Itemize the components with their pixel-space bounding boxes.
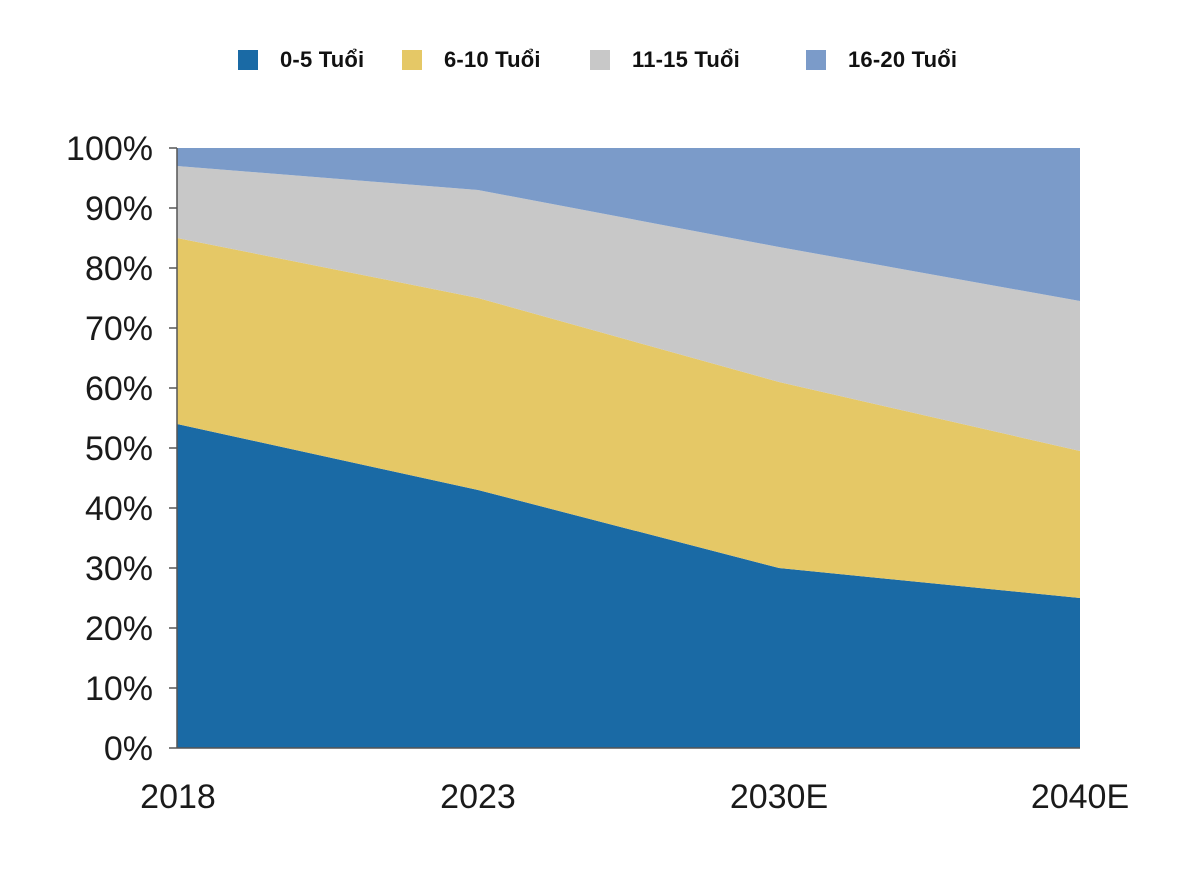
y-tick-label: 80% — [85, 250, 153, 288]
legend-item-11-15: 11-15 Tuổi — [590, 40, 740, 80]
x-tick-label: 2030E — [730, 778, 828, 816]
legend-item-0-5: 0-5 Tuổi — [238, 40, 364, 80]
legend-label-16-20: 16-20 Tuổi — [848, 47, 958, 72]
legend-swatch-6-10 — [402, 50, 422, 70]
y-tick-label: 30% — [85, 550, 153, 588]
area-series-11-15 — [177, 166, 1080, 451]
legend-item-6-10: 6-10 Tuổi — [402, 40, 541, 80]
y-tick-label: 60% — [85, 370, 153, 408]
y-axis-tick-labels: 0% 10% 20% 30% 40% 50% 60% 70% 80% 90% 100% — [66, 130, 153, 768]
y-tick-label: 50% — [85, 430, 153, 468]
legend-swatch-0-5 — [238, 50, 258, 70]
x-tick-label: 2040E — [1031, 778, 1129, 816]
legend-label-0-5: 0-5 Tuổi — [280, 47, 365, 72]
area-series-16-20 — [177, 148, 1080, 301]
legend-swatch-16-20 — [806, 50, 826, 70]
y-tick-label: 90% — [85, 190, 153, 228]
legend-item-16-20: 16-20 Tuổi — [806, 40, 957, 80]
area-series-0-5 — [177, 424, 1080, 748]
area-series-6-10 — [177, 238, 1080, 598]
chart-legend: 0-5 Tuổi 6-10 Tuổi 11-15 Tuổi 16-20 Tuổi — [0, 40, 1200, 80]
x-tick-label: 2018 — [140, 778, 216, 816]
y-tick-label: 100% — [66, 130, 153, 168]
legend-label-6-10: 6-10 Tuổi — [444, 47, 541, 72]
y-tick-label: 10% — [85, 670, 153, 708]
axes — [169, 147, 1080, 749]
y-tick-label: 0% — [104, 730, 153, 768]
x-axis-tick-labels: 2018 2023 2030E 2040E — [140, 778, 1129, 816]
legend-swatch-11-15 — [590, 50, 610, 70]
legend-label-11-15: 11-15 Tuổi — [632, 47, 740, 72]
y-tick-label: 20% — [85, 610, 153, 648]
area-layers — [177, 148, 1080, 748]
x-tick-label: 2023 — [440, 778, 516, 816]
y-tick-label: 70% — [85, 310, 153, 348]
y-tick-label: 40% — [85, 490, 153, 528]
